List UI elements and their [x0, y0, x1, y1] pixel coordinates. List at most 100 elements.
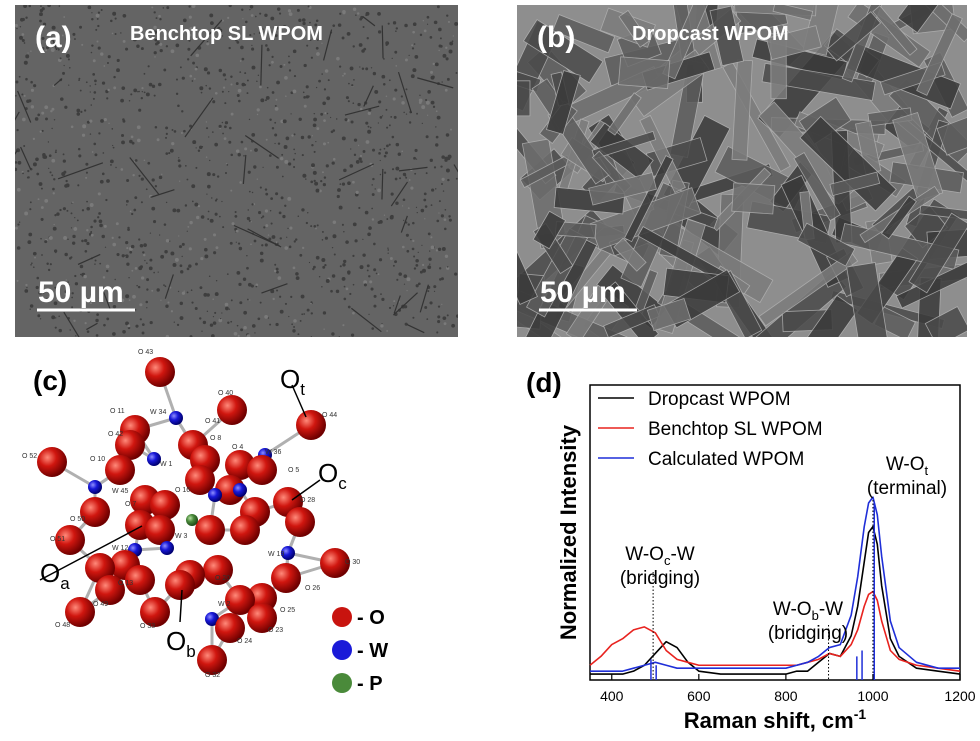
- speck: [65, 53, 70, 58]
- speck: [63, 170, 67, 174]
- speck: [52, 226, 57, 231]
- speck: [330, 116, 332, 119]
- speck: [339, 265, 342, 268]
- speck: [188, 5, 191, 8]
- speck: [183, 290, 185, 292]
- speck: [92, 73, 96, 76]
- annotation-sub: c: [664, 553, 671, 568]
- speck: [395, 142, 400, 147]
- speck: [343, 285, 346, 288]
- speck: [57, 48, 60, 51]
- speck: [441, 246, 446, 251]
- speck: [398, 272, 402, 276]
- speck: [207, 184, 211, 189]
- speck: [204, 254, 209, 259]
- speck: [227, 16, 230, 20]
- speck: [240, 140, 244, 144]
- speck: [180, 131, 183, 134]
- speck: [342, 263, 346, 267]
- speck: [79, 264, 84, 269]
- speck: [408, 179, 411, 181]
- speck: [271, 127, 275, 130]
- speck: [427, 265, 432, 270]
- speck: [426, 23, 429, 25]
- speck: [32, 162, 37, 167]
- speck: [134, 196, 138, 200]
- speck: [378, 258, 383, 262]
- speck: [347, 305, 351, 309]
- speck: [93, 91, 97, 94]
- oxygen-atom: [140, 597, 170, 627]
- atom-label: O 28: [300, 497, 315, 504]
- speck: [415, 284, 419, 288]
- speck: [230, 112, 234, 116]
- speck: [359, 160, 363, 163]
- speck: [337, 23, 342, 27]
- oxygen-atom: [195, 515, 225, 545]
- speck: [264, 209, 269, 213]
- speck: [359, 154, 363, 157]
- speck: [195, 53, 200, 58]
- speck: [54, 286, 57, 289]
- speck: [81, 133, 86, 137]
- speck: [373, 268, 377, 272]
- speck: [124, 254, 129, 259]
- speck: [251, 203, 254, 206]
- speck: [226, 164, 229, 166]
- fiber: [15, 150, 18, 155]
- speck: [136, 138, 141, 143]
- atom-label: O 20: [215, 575, 230, 582]
- speck: [148, 82, 153, 87]
- speck: [21, 17, 25, 22]
- speck: [291, 323, 293, 326]
- speck: [197, 149, 201, 152]
- scale-bar-label: 50 µm: [38, 276, 124, 309]
- speck: [414, 172, 417, 175]
- speck: [15, 167, 18, 172]
- fiber: [362, 16, 376, 27]
- crystal: [826, 11, 882, 62]
- speck: [39, 12, 43, 17]
- speck: [447, 20, 451, 24]
- speck: [203, 237, 207, 241]
- speck: [149, 232, 152, 234]
- speck: [76, 112, 81, 116]
- speck: [84, 109, 87, 112]
- speck: [377, 122, 379, 124]
- speck: [98, 219, 103, 224]
- speck: [281, 175, 284, 178]
- speck: [377, 30, 382, 34]
- speck: [293, 240, 296, 243]
- speck: [95, 318, 99, 323]
- crystal: [761, 62, 876, 101]
- annotation-text: -W: [819, 599, 843, 620]
- speck: [275, 267, 279, 271]
- speck: [49, 263, 52, 266]
- speck: [194, 67, 198, 71]
- speck: [41, 254, 43, 256]
- speck: [408, 54, 410, 57]
- speck: [120, 98, 124, 103]
- speck: [297, 215, 300, 217]
- speck: [219, 127, 221, 130]
- atom-label: O 11: [110, 408, 125, 415]
- speck: [379, 159, 381, 162]
- speck: [266, 86, 269, 89]
- fiber: [338, 163, 374, 181]
- speck: [170, 251, 175, 256]
- speck: [433, 20, 438, 25]
- atom-label: W 34: [150, 409, 166, 416]
- speck: [411, 44, 414, 47]
- speck: [206, 293, 210, 297]
- speck: [254, 15, 257, 18]
- speck: [153, 51, 157, 55]
- speck: [145, 300, 149, 304]
- speck: [25, 283, 28, 287]
- speck: [385, 95, 388, 97]
- speck: [288, 69, 292, 72]
- speck: [206, 310, 209, 313]
- speck: [139, 265, 143, 269]
- speck: [292, 266, 296, 270]
- speck: [331, 274, 336, 278]
- speck: [428, 257, 432, 261]
